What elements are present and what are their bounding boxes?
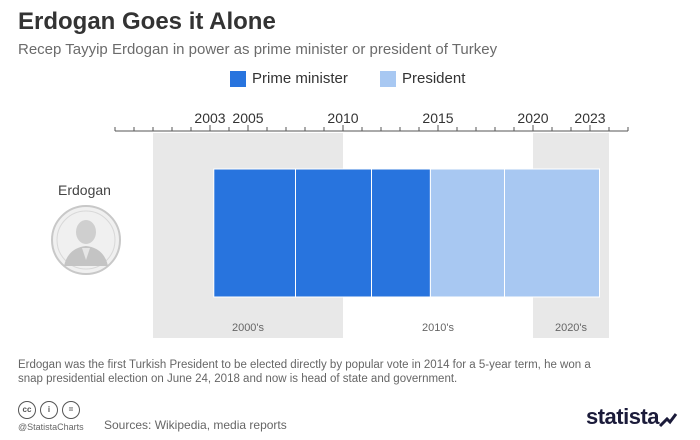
statista-logo[interactable]: statista (586, 404, 660, 429)
decade-label-1: 2010's (422, 322, 455, 334)
cc-icon: cc (18, 401, 36, 419)
legend-label-president: President (402, 70, 466, 87)
x-tick-label-5: 2023 (574, 110, 605, 126)
legend-swatch-prime-minister (230, 71, 246, 87)
person-icon: i (40, 401, 58, 419)
x-tick-label-4: 2020 (517, 110, 548, 126)
segment-prime-minister-0 (213, 168, 296, 298)
equals-icon: = (62, 401, 80, 419)
x-tick-label-0: 2003 (194, 110, 225, 126)
chart-subtitle: Recep Tayyip Erdogan in power as prime m… (18, 41, 498, 58)
decade-label-0: 2000's (232, 322, 265, 334)
sources-link[interactable]: Sources: Wikipedia, media reports (104, 418, 287, 432)
footnote: Erdogan was the first Turkish President … (18, 359, 591, 385)
row-label-erdogan: Erdogan (58, 182, 111, 198)
license-icons: cc i = (18, 401, 88, 419)
erdogan-portrait-icon (51, 205, 121, 275)
legend-label-prime-minister: Prime minister (252, 70, 348, 87)
legend-swatch-president (380, 71, 396, 87)
chart-title: Erdogan Goes it Alone (18, 8, 276, 35)
decade-label-2: 2020's (555, 322, 588, 334)
statista-logo-icon (658, 413, 678, 428)
x-tick-label-2: 2010 (327, 110, 358, 126)
timeline-chart: 2000's 2010's 2020's 2003 2005 2010 2015 2020 20… (114, 110, 629, 338)
segment-prime-minister-1 (295, 168, 372, 298)
x-tick-label-3: 2015 (422, 110, 453, 126)
segment-president-4 (504, 168, 600, 298)
statista-handle: @StatistaCharts (18, 422, 84, 432)
segment-prime-minister-2 (371, 168, 431, 298)
segment-president-3 (429, 168, 505, 298)
x-tick-label-1: 2005 (232, 110, 263, 126)
